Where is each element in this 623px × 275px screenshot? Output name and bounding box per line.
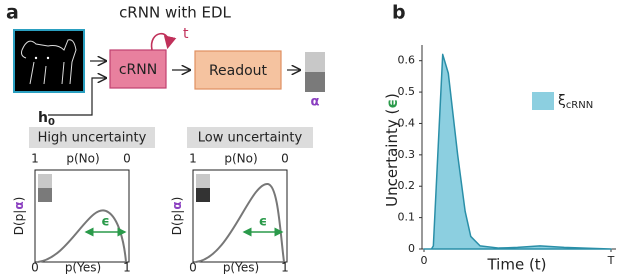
loop-label: t — [183, 26, 189, 42]
y-axis-label: D(p|α) — [170, 197, 184, 236]
axis-label: p(Yes) — [65, 261, 101, 275]
y-axis-label-part: α — [12, 201, 26, 209]
y-tick-label: 0.2 — [398, 179, 416, 192]
axis-label: p(No) — [224, 152, 257, 166]
output-block — [305, 72, 325, 92]
axis-end-label: 1 — [189, 152, 197, 166]
distribution-curve — [37, 209, 127, 263]
prob-block — [196, 188, 210, 202]
y-axis-label-part: ) — [170, 197, 184, 202]
y-axis-label: Uncertainty (ϵ) — [383, 93, 401, 207]
readout-box — [194, 50, 282, 90]
prob-block — [196, 174, 210, 188]
output-symbol: α — [311, 95, 320, 110]
y-axis-label-part: D(p| — [12, 210, 26, 236]
y-axis-label-part: ϵ — [383, 99, 401, 109]
axis-end-label: 0 — [31, 261, 39, 275]
hidden-input: h0 — [38, 110, 55, 128]
width-label: ϵ — [101, 215, 109, 230]
legend-subscript: cRNN — [566, 100, 593, 111]
readout-box-label: Readout — [209, 63, 268, 79]
y-tick-label: 0.6 — [398, 54, 416, 67]
rnn-box-label: cRNN — [119, 62, 157, 78]
subplot-title-box — [187, 127, 313, 148]
panel-title: cRNN with EDL — [119, 4, 231, 22]
prob-block — [38, 174, 52, 188]
y-axis-label-part: α — [170, 201, 184, 209]
subplot-frame — [34, 169, 130, 263]
chart: 0 0.1 0.2 0.3 0.4 0.5 0.6 0 T Time (t) Uncertainty… — [383, 45, 616, 274]
axis-label: p(No) — [66, 152, 99, 166]
panel-label: b — [392, 2, 406, 24]
width-label: ϵ — [259, 215, 267, 230]
recurrent-loop — [150, 32, 177, 51]
x-axis-label: Time (t) — [486, 256, 546, 274]
axis-end-label: 1 — [123, 261, 131, 275]
y-axis-label-part: D(p| — [170, 210, 184, 236]
y-axis-label-part: ) — [12, 197, 26, 202]
axis-end-label: 0 — [281, 152, 289, 166]
y-tick-label: 0.1 — [398, 211, 416, 224]
subplot-title: Low uncertainty — [198, 131, 303, 146]
arrow — [48, 78, 106, 116]
axis-end-label: 0 — [123, 152, 131, 166]
y-tick-label: 0 — [408, 242, 415, 255]
y-axis-label-part: ) — [383, 93, 401, 99]
hidden-input-symbol: h — [38, 110, 48, 126]
subplot-title-box — [29, 127, 155, 148]
y-axis-label-part: Uncertainty ( — [383, 109, 401, 207]
axis-end-label: 1 — [31, 152, 39, 166]
legend-name: ξ — [558, 93, 566, 109]
subplot-title: High uncertainty — [38, 131, 147, 146]
legend-swatch — [532, 92, 554, 110]
prob-block — [38, 188, 52, 202]
rnn-box — [109, 49, 167, 89]
y-tick-label: 0.5 — [398, 85, 416, 98]
input-image — [13, 29, 85, 93]
axis-label: p(Yes) — [223, 261, 259, 275]
axis-end-label: 1 — [281, 261, 289, 275]
area — [423, 53, 612, 250]
y-axis-label: D(p|α) — [12, 197, 26, 236]
x-tick-label: 0 — [421, 254, 428, 267]
subplot-frame — [192, 169, 288, 263]
y-tick-label: 0.4 — [398, 116, 416, 129]
x-tick-label: T — [607, 254, 615, 267]
axis-end-label: 0 — [189, 261, 197, 275]
legend-label: ξcRNN — [558, 93, 593, 111]
hidden-input-subscript: 0 — [48, 117, 55, 128]
y-tick-label: 0.3 — [398, 148, 416, 161]
panel-label: a — [6, 2, 19, 24]
output-block — [305, 52, 325, 72]
